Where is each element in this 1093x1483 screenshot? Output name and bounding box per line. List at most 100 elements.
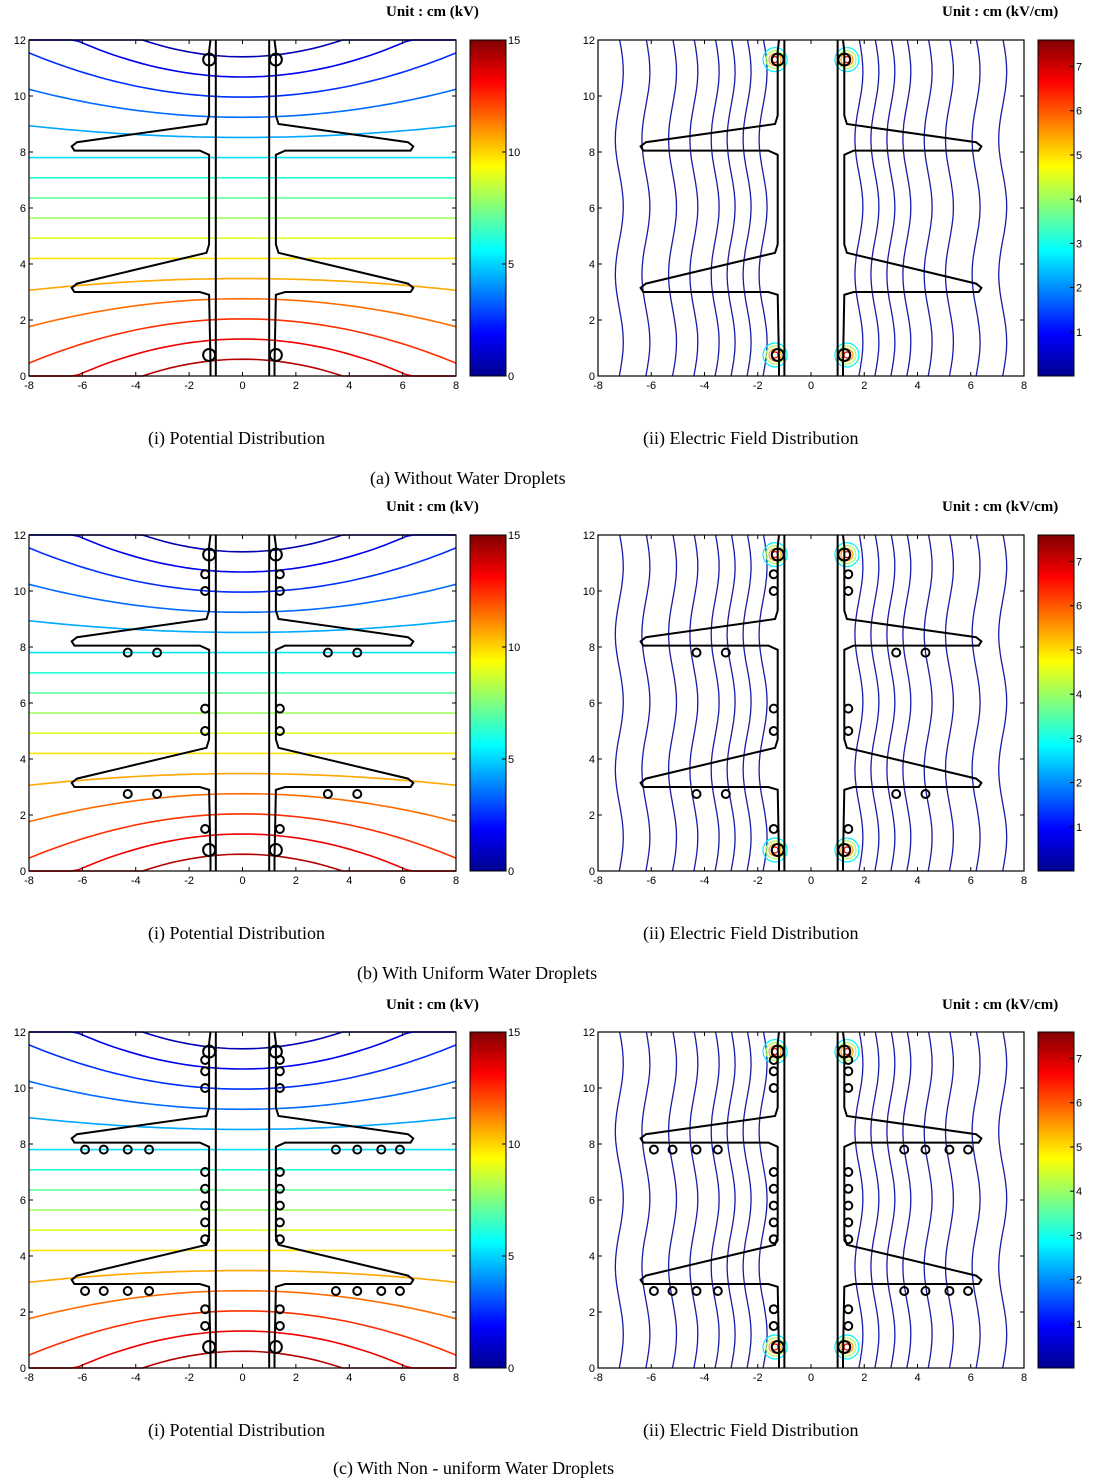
field-contour-line bbox=[944, 39, 955, 377]
x-tick-label: -2 bbox=[184, 875, 194, 887]
water-droplet bbox=[200, 1321, 211, 1331]
field-contour-line bbox=[902, 39, 912, 377]
field-contour-line bbox=[923, 39, 933, 377]
water-droplet bbox=[843, 1321, 854, 1331]
water-droplet bbox=[274, 1304, 285, 1315]
water-droplet bbox=[843, 726, 854, 736]
colorbar-tick-label: 6 bbox=[1076, 1098, 1082, 1110]
water-droplet bbox=[200, 1083, 211, 1093]
water-droplet bbox=[891, 789, 902, 799]
water-droplet bbox=[920, 1144, 931, 1155]
field-hotspot-ring bbox=[762, 1334, 788, 1360]
water-droplet bbox=[274, 1083, 285, 1093]
water-droplet bbox=[376, 1286, 387, 1296]
shed-outline bbox=[273, 39, 415, 376]
y-tick-label: 8 bbox=[589, 642, 595, 654]
equipotential-line bbox=[28, 124, 457, 139]
y-tick-label: 6 bbox=[20, 1195, 26, 1207]
x-tick-label: 8 bbox=[1021, 380, 1027, 392]
water-droplet bbox=[274, 726, 285, 736]
equipotential-line bbox=[28, 619, 457, 634]
field-contour-line bbox=[742, 534, 752, 872]
water-droplet bbox=[322, 647, 333, 658]
y-tick-label: 12 bbox=[14, 1027, 26, 1039]
field-contour-line bbox=[998, 534, 1008, 872]
caption-b: (b) With Uniform Water Droplets bbox=[357, 963, 598, 983]
colorbar-tick-label: 5 bbox=[1076, 150, 1082, 162]
x-tick-label: 6 bbox=[968, 380, 974, 392]
panel-b-potential: -8 -6 -4 -2 0 2 4 6 8 0 2 4 6 8 10 12 0 5 10 15 bbox=[14, 530, 521, 887]
equipotential-line bbox=[29, 534, 456, 573]
field-contour-line bbox=[998, 1031, 1008, 1369]
water-droplet bbox=[768, 1055, 779, 1065]
equipotential-line bbox=[28, 52, 457, 98]
water-droplet bbox=[98, 1144, 109, 1155]
water-droplet bbox=[963, 1144, 974, 1155]
colorbar-tick-label: 4 bbox=[1076, 1186, 1082, 1198]
water-droplet bbox=[768, 1200, 779, 1211]
y-tick-label: 8 bbox=[589, 147, 595, 159]
colorbar-tick-label: 0 bbox=[508, 1363, 514, 1375]
water-droplet bbox=[274, 1234, 285, 1245]
x-tick-label: 4 bbox=[346, 380, 352, 392]
y-tick-label: 4 bbox=[589, 754, 595, 766]
water-droplet bbox=[274, 1066, 285, 1077]
x-tick-label: -4 bbox=[700, 1372, 710, 1384]
field-contour-line bbox=[758, 534, 768, 872]
equipotential-line bbox=[28, 1116, 457, 1131]
water-droplet bbox=[768, 726, 779, 736]
field-contour-line bbox=[689, 534, 699, 872]
field-contour-line bbox=[614, 534, 624, 872]
water-droplet bbox=[122, 789, 133, 799]
equipotential-line bbox=[28, 813, 457, 859]
y-tick-label: 10 bbox=[583, 1083, 595, 1095]
electrode-bump bbox=[770, 547, 785, 562]
x-tick-label: 2 bbox=[861, 875, 867, 887]
water-droplet bbox=[200, 586, 211, 596]
field-contour-line bbox=[902, 534, 912, 872]
colorbar bbox=[469, 1031, 507, 1369]
water-droplet bbox=[768, 586, 779, 596]
field-contour-line bbox=[902, 1031, 912, 1369]
water-droplet bbox=[322, 789, 333, 799]
water-droplet bbox=[98, 1286, 109, 1296]
x-tick-label: -6 bbox=[77, 1372, 87, 1384]
colorbar-tick-label: 1 bbox=[1076, 1319, 1082, 1331]
water-droplet bbox=[200, 1304, 211, 1315]
x-tick-label: 0 bbox=[808, 380, 814, 392]
colorbar-tick-label: 5 bbox=[1076, 645, 1082, 657]
water-droplet bbox=[648, 1144, 659, 1155]
x-tick-label: 4 bbox=[914, 380, 920, 392]
y-tick-label: 12 bbox=[583, 35, 595, 47]
field-contour-line bbox=[641, 534, 651, 872]
y-tick-label: 10 bbox=[14, 91, 26, 103]
unit-label-c-potential: Unit : cm (kV) bbox=[386, 997, 479, 1013]
x-tick-label: -2 bbox=[753, 875, 763, 887]
water-droplet bbox=[200, 1200, 211, 1211]
field-contour-line bbox=[944, 534, 955, 872]
water-droplet bbox=[843, 1167, 854, 1177]
water-droplet bbox=[691, 647, 702, 658]
water-droplet bbox=[352, 1144, 363, 1155]
colorbar-tick-label: 10 bbox=[508, 147, 520, 159]
field-contour-line bbox=[710, 534, 720, 872]
water-droplet bbox=[920, 647, 931, 658]
field-contour-line bbox=[726, 534, 736, 872]
electrode-bump bbox=[268, 547, 283, 562]
water-droplet bbox=[200, 1234, 211, 1245]
water-droplet bbox=[274, 1321, 285, 1331]
shed-outline bbox=[639, 1031, 780, 1368]
water-droplet bbox=[768, 703, 779, 714]
electrode-bump bbox=[770, 52, 785, 67]
electrode-bump bbox=[268, 843, 283, 857]
x-tick-label: 0 bbox=[808, 875, 814, 887]
colorbar-tick-label: 7 bbox=[1076, 557, 1082, 569]
x-tick-label: 6 bbox=[400, 875, 406, 887]
colorbar bbox=[1037, 39, 1075, 377]
x-tick-label: 2 bbox=[861, 380, 867, 392]
x-tick-label: 4 bbox=[346, 1372, 352, 1384]
y-tick-label: 0 bbox=[589, 371, 595, 383]
y-tick-label: 0 bbox=[589, 866, 595, 878]
shed-outline bbox=[70, 534, 212, 871]
caption-b-potential: (i) Potential Distribution bbox=[148, 923, 325, 943]
